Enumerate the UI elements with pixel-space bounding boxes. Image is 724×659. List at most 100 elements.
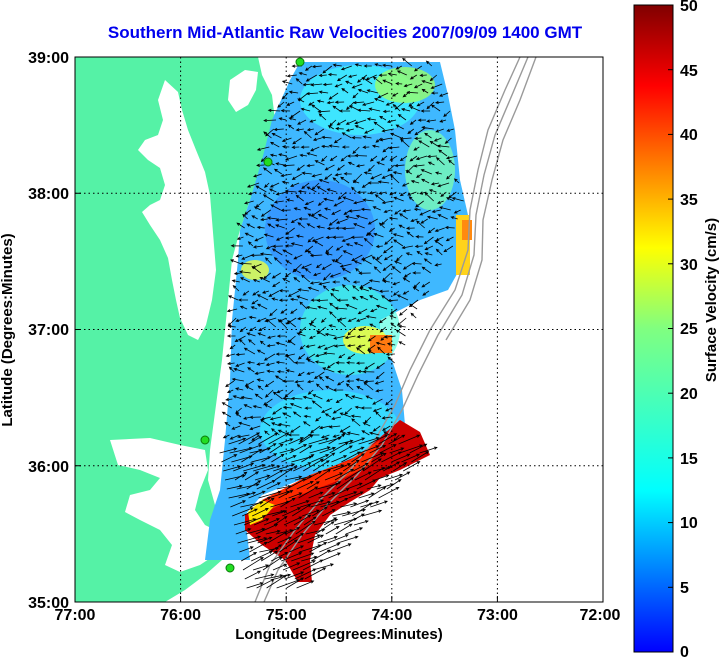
current-vector xyxy=(260,217,268,222)
current-vector xyxy=(243,347,256,355)
current-vector xyxy=(271,132,282,139)
current-vector xyxy=(366,89,379,94)
current-vector xyxy=(260,209,271,217)
current-vector xyxy=(241,448,263,463)
current-vector xyxy=(304,470,322,481)
current-vector xyxy=(256,225,265,230)
current-vector xyxy=(296,332,306,337)
current-vector xyxy=(296,481,314,490)
current-vector xyxy=(341,132,352,139)
current-vector xyxy=(332,388,344,392)
current-vector xyxy=(409,303,418,310)
current-vector xyxy=(270,141,280,148)
current-vector xyxy=(367,350,376,355)
current-vector xyxy=(298,217,308,221)
current-vector xyxy=(411,451,430,463)
current-vector xyxy=(263,131,272,139)
current-vector xyxy=(394,471,411,481)
current-vector xyxy=(338,109,351,113)
current-vector xyxy=(244,471,260,481)
current-vector xyxy=(417,118,427,122)
current-vector xyxy=(359,296,369,301)
current-vector xyxy=(252,564,270,571)
current-vector xyxy=(368,431,380,436)
current-vector xyxy=(351,254,363,262)
current-vector xyxy=(242,508,258,517)
current-vector xyxy=(323,464,345,472)
current-vector xyxy=(339,425,351,433)
current-vector xyxy=(396,70,407,76)
current-vector xyxy=(314,469,331,481)
current-vector xyxy=(332,511,351,517)
current-vector xyxy=(296,580,315,589)
current-vector xyxy=(322,285,330,292)
current-vector xyxy=(238,270,251,274)
current-vector xyxy=(348,209,361,213)
current-vector xyxy=(302,559,324,571)
current-vector xyxy=(252,245,263,249)
current-vector xyxy=(287,533,305,544)
current-vector xyxy=(395,82,403,86)
current-vector xyxy=(347,326,357,336)
current-vector xyxy=(386,342,396,346)
current-vector xyxy=(378,191,387,195)
current-vector xyxy=(315,353,325,358)
current-vector xyxy=(238,491,257,499)
current-vector xyxy=(291,145,300,149)
current-vector xyxy=(341,145,350,149)
current-vector xyxy=(329,543,352,553)
current-vector xyxy=(353,260,362,265)
current-vector xyxy=(282,507,302,517)
current-vector xyxy=(296,316,307,321)
current-vector xyxy=(290,425,301,433)
current-vector xyxy=(271,297,279,301)
current-vector xyxy=(273,463,296,472)
current-vector xyxy=(280,497,296,508)
current-vector xyxy=(321,155,328,162)
current-vector xyxy=(388,227,395,232)
colorbar-tick-label: 15 xyxy=(680,451,698,468)
current-vector xyxy=(381,451,402,463)
current-vector xyxy=(374,97,385,103)
current-vector xyxy=(370,500,388,508)
current-vector xyxy=(267,531,288,544)
current-vector xyxy=(268,432,290,445)
current-vector xyxy=(335,218,348,224)
current-vector xyxy=(342,508,367,517)
current-vector xyxy=(445,236,454,242)
current-vector xyxy=(306,152,318,157)
current-vector xyxy=(318,179,330,184)
current-vector xyxy=(414,244,423,248)
current-vector xyxy=(433,137,442,142)
current-vector xyxy=(229,434,240,440)
current-vector xyxy=(279,539,298,553)
current-vector xyxy=(308,323,316,328)
current-vector xyxy=(253,518,270,526)
current-vector xyxy=(284,475,303,481)
current-vector xyxy=(365,315,377,319)
current-vector xyxy=(293,268,301,274)
current-vector xyxy=(424,245,434,251)
current-vector xyxy=(301,454,315,463)
current-vector xyxy=(311,173,322,178)
current-vector xyxy=(254,573,275,580)
current-vector xyxy=(400,138,410,148)
current-vector xyxy=(420,218,428,224)
current-vector xyxy=(364,466,385,481)
current-vector xyxy=(341,451,361,463)
current-vector xyxy=(435,157,445,166)
current-vector xyxy=(267,223,275,229)
current-vector xyxy=(330,498,349,508)
current-vector xyxy=(333,137,342,144)
current-vector xyxy=(317,535,338,544)
current-vector xyxy=(254,393,263,400)
current-vector xyxy=(259,252,273,256)
current-vector xyxy=(263,353,276,361)
current-vector xyxy=(375,304,388,310)
current-vector xyxy=(357,88,369,94)
current-vector xyxy=(385,407,392,412)
current-vector xyxy=(313,272,321,277)
current-vector xyxy=(357,344,366,348)
current-vector xyxy=(412,286,420,292)
current-vector xyxy=(324,413,332,418)
